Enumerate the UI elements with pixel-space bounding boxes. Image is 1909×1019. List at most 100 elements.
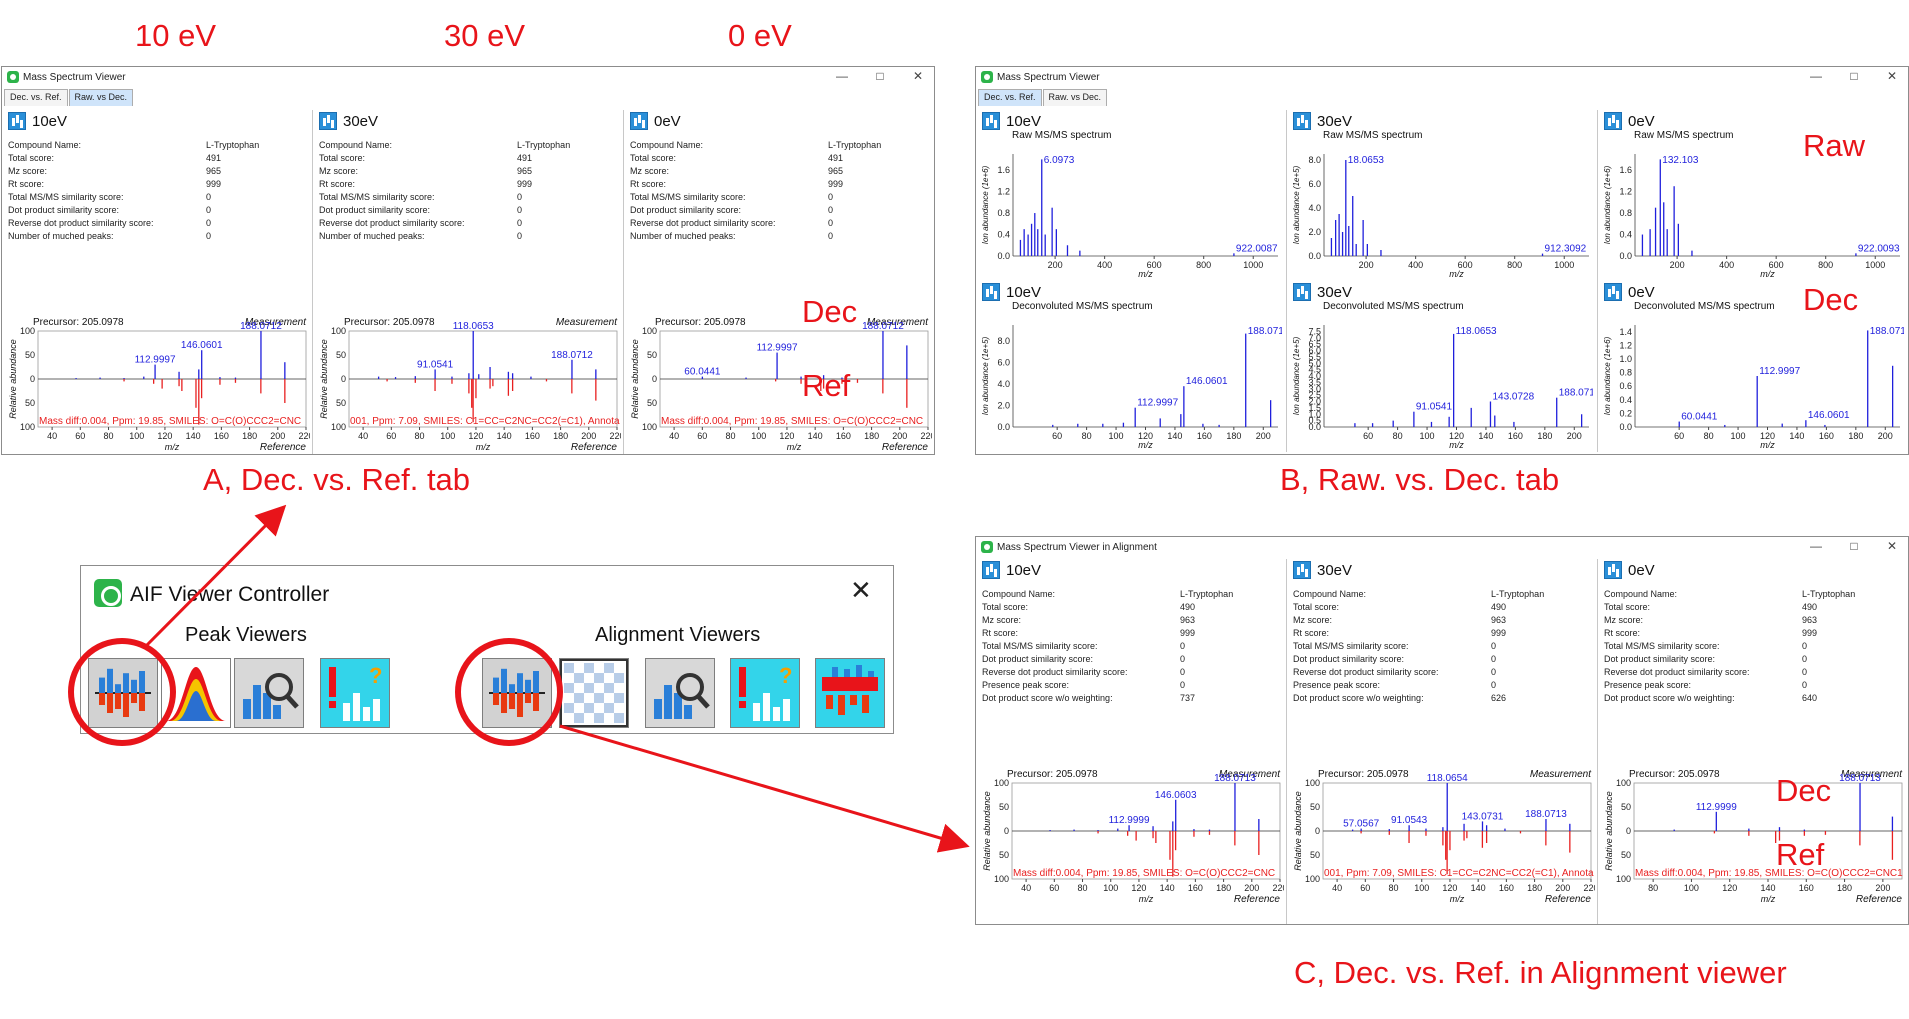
alignment-grid-table-tool-button[interactable] bbox=[559, 658, 629, 728]
x-tick-label: 180 bbox=[1216, 883, 1231, 893]
maximize-icon[interactable]: □ bbox=[1850, 539, 1858, 553]
x-tick-label: 200 bbox=[1244, 883, 1259, 893]
alignment-corrdec-tool-button[interactable] bbox=[815, 658, 885, 728]
close-icon[interactable]: ✕ bbox=[1886, 539, 1898, 553]
close-icon[interactable]: ✕ bbox=[850, 575, 872, 605]
x-tick-label: 160 bbox=[836, 431, 851, 441]
x-tick-label: 1000 bbox=[1554, 260, 1574, 270]
score-value: 999 bbox=[1802, 628, 1818, 638]
peak-compound-alert-tool-button[interactable]: ? bbox=[320, 658, 390, 728]
peak-label: 146.0601 bbox=[1186, 376, 1228, 387]
y-axis-label: Relative abundance bbox=[8, 339, 18, 419]
x-tick-label: 200 bbox=[1670, 260, 1685, 270]
y-axis-label: Relative abundance bbox=[1604, 791, 1614, 871]
score-row: Compound Name: L-Tryptophan bbox=[630, 140, 929, 153]
score-key: Reverse dot product similarity score: bbox=[630, 218, 776, 228]
x-tick-label: 60 bbox=[1052, 431, 1062, 441]
tab-raw-vs-dec[interactable]: Raw. vs Dec. bbox=[68, 89, 134, 106]
score-key: Total score: bbox=[1604, 602, 1651, 612]
y-axis-label: Relative abundance bbox=[319, 339, 329, 419]
alignment-compound-alert-tool-button[interactable]: ? bbox=[730, 658, 800, 728]
score-value: L-Tryptophan bbox=[1180, 589, 1234, 599]
y-tick-label: 50 bbox=[647, 398, 657, 408]
x-tick-label: 220 bbox=[1583, 883, 1595, 893]
score-value: 0 bbox=[517, 192, 523, 202]
minimize-icon[interactable]: — bbox=[1810, 539, 1822, 553]
y-tick-label: 50 bbox=[1621, 802, 1631, 812]
score-value: 0 bbox=[517, 205, 523, 215]
spectrum-icon bbox=[1293, 561, 1311, 579]
peak-label: 6.0973 bbox=[1044, 155, 1075, 166]
maximize-icon[interactable]: □ bbox=[1850, 69, 1858, 83]
y-tick-label: 0.0 bbox=[997, 422, 1010, 432]
score-key: Total score: bbox=[319, 153, 366, 163]
score-key: Compound Name: bbox=[982, 589, 1056, 599]
spectrum-chart: 0.0 2.0 4.0 6.0 8.0 200 400 600 800 1000 m/z Ion ab… bbox=[1292, 154, 1589, 278]
search-spectrum-tool-icon bbox=[235, 659, 303, 727]
x-tick-label: 140 bbox=[186, 431, 201, 441]
y-tick-label: 2.0 bbox=[1308, 397, 1321, 407]
minimize-icon[interactable]: — bbox=[1810, 69, 1822, 83]
x-tick-label: 160 bbox=[1799, 883, 1814, 893]
score-row: Reverse dot product similarity score: 0 bbox=[982, 667, 1281, 680]
x-tick-label: 120 bbox=[1131, 883, 1146, 893]
peak-label: 91.0543 bbox=[1391, 815, 1428, 826]
score-key: Dot product similarity score: bbox=[630, 205, 742, 215]
maximize-icon[interactable]: □ bbox=[876, 69, 884, 83]
spectrum-subtitle: Raw MS/MS spectrum bbox=[1012, 130, 1112, 141]
controller-title: AIF Viewer Controller bbox=[130, 583, 330, 606]
close-icon[interactable]: ✕ bbox=[912, 69, 924, 83]
score-value: 626 bbox=[1491, 693, 1507, 703]
minimize-icon[interactable]: — bbox=[836, 69, 848, 83]
deconvoluted-spectrum-panel-0ev: 0eV Deconvoluted MS/MS spectrum 0.0 0.2 0.4 0… bbox=[1598, 281, 1908, 452]
score-key: Mz score: bbox=[8, 166, 48, 176]
reference-label: Reference bbox=[571, 442, 618, 453]
peak-label: 112.9999 bbox=[1109, 815, 1150, 826]
y-tick-label: 1.0 bbox=[1619, 354, 1632, 364]
x-axis-label: m/z bbox=[165, 442, 180, 452]
peak-search-spectrum-tool-button[interactable] bbox=[234, 658, 304, 728]
annotation-raw-b: Raw bbox=[1803, 128, 1866, 163]
score-value: 490 bbox=[1180, 602, 1196, 612]
svg-text:?: ? bbox=[369, 663, 382, 688]
tab-dec-vs-ref[interactable]: Dec. vs. Ref. bbox=[978, 89, 1042, 106]
x-tick-label: 120 bbox=[157, 431, 172, 441]
score-row: Mz score: 965 bbox=[630, 166, 929, 179]
x-tick-label: 160 bbox=[1499, 883, 1514, 893]
mirror-chart-container: Precursor: 205.0978 Measurement Reference 1… bbox=[1601, 767, 1906, 905]
x-tick-label: 100 bbox=[1420, 431, 1435, 441]
x-tick-label: 800 bbox=[1196, 260, 1211, 270]
collision-energy-label: 10eV bbox=[1006, 562, 1042, 579]
score-value: 999 bbox=[1491, 628, 1507, 638]
y-axis-label: Ion abundance (1e+5) bbox=[1292, 165, 1301, 244]
x-tick-label: 160 bbox=[1819, 431, 1834, 441]
y-tick-label: 0.4 bbox=[1619, 230, 1632, 240]
tab-raw-vs-dec[interactable]: Raw. vs Dec. bbox=[1042, 89, 1108, 106]
collision-energy-label: 10eV bbox=[1006, 113, 1042, 130]
match-summary-text: Mass diff:0.004, Ppm: 19.85, SMILES: O=C… bbox=[39, 416, 301, 427]
y-tick-label: 50 bbox=[647, 350, 657, 360]
y-axis-label: Relative abundance bbox=[1293, 791, 1303, 871]
title-bar: Mass Spectrum Viewer in Alignment — □ ✕ bbox=[976, 537, 1908, 559]
score-row: Compound Name: L-Tryptophan bbox=[1604, 589, 1903, 602]
caption-a: A, Dec. vs. Ref. tab bbox=[203, 462, 471, 497]
peak-label: 132.103 bbox=[1662, 155, 1699, 166]
score-row: Compound Name: L-Tryptophan bbox=[1293, 589, 1592, 602]
x-tick-label: 80 bbox=[415, 431, 425, 441]
search-spectrum-tool-icon bbox=[646, 659, 714, 727]
collision-energy-label: 0eV bbox=[1628, 284, 1655, 301]
collision-energy-label: 0eV bbox=[654, 113, 681, 130]
alignment-search-spectrum-tool-button[interactable] bbox=[645, 658, 715, 728]
peak-ms-spectrum-tool-button[interactable] bbox=[88, 658, 158, 728]
score-key: Mz score: bbox=[630, 166, 670, 176]
score-table: Compound Name: L-Tryptophan Total score: 49… bbox=[1293, 589, 1592, 706]
score-key: Total MS/MS similarity score: bbox=[1293, 641, 1409, 651]
peak-label: 118.0653 bbox=[1456, 326, 1497, 337]
score-key: Total score: bbox=[8, 153, 55, 163]
score-key: Rt score: bbox=[8, 179, 45, 189]
alignment-ms-spectrum-tool-button[interactable] bbox=[482, 658, 552, 728]
tab-dec-vs-ref[interactable]: Dec. vs. Ref. bbox=[4, 89, 68, 106]
close-icon[interactable]: ✕ bbox=[1886, 69, 1898, 83]
score-table: Compound Name: L-Tryptophan Total score: 49… bbox=[982, 589, 1281, 706]
peak-chromatogram-tool-button[interactable] bbox=[161, 658, 231, 728]
